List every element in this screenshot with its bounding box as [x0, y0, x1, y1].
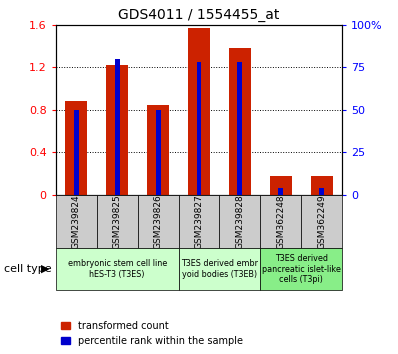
Bar: [197, 62, 201, 195]
Bar: [269, 176, 292, 195]
Bar: [319, 188, 324, 195]
FancyBboxPatch shape: [97, 195, 138, 248]
Text: cell type: cell type: [4, 264, 52, 274]
FancyBboxPatch shape: [260, 248, 342, 290]
Bar: [188, 28, 210, 195]
Text: GSM362249: GSM362249: [317, 194, 326, 249]
Legend: transformed count, percentile rank within the sample: transformed count, percentile rank withi…: [60, 321, 243, 346]
FancyBboxPatch shape: [301, 195, 342, 248]
Bar: [229, 48, 251, 195]
FancyBboxPatch shape: [260, 195, 301, 248]
Bar: [279, 188, 283, 195]
FancyBboxPatch shape: [219, 195, 260, 248]
Text: GSM239828: GSM239828: [236, 194, 244, 249]
Bar: [106, 65, 129, 195]
Text: GSM239826: GSM239826: [154, 194, 162, 249]
FancyBboxPatch shape: [56, 195, 97, 248]
Text: GSM362248: GSM362248: [276, 194, 285, 249]
Text: GSM239825: GSM239825: [113, 194, 122, 249]
Text: ▶: ▶: [41, 264, 50, 274]
Text: embryonic stem cell line
hES-T3 (T3ES): embryonic stem cell line hES-T3 (T3ES): [68, 259, 167, 279]
FancyBboxPatch shape: [138, 195, 179, 248]
FancyBboxPatch shape: [179, 195, 219, 248]
Text: GSM239827: GSM239827: [195, 194, 203, 249]
Text: GSM239824: GSM239824: [72, 194, 81, 249]
FancyBboxPatch shape: [179, 248, 260, 290]
Bar: [115, 59, 119, 195]
FancyBboxPatch shape: [56, 248, 179, 290]
Bar: [74, 110, 79, 195]
Bar: [147, 105, 169, 195]
Text: T3ES derived embr
yoid bodies (T3EB): T3ES derived embr yoid bodies (T3EB): [181, 259, 258, 279]
Title: GDS4011 / 1554455_at: GDS4011 / 1554455_at: [118, 8, 280, 22]
Bar: [310, 176, 333, 195]
Text: T3ES derived
pancreatic islet-like
cells (T3pi): T3ES derived pancreatic islet-like cells…: [262, 254, 341, 284]
Bar: [156, 110, 160, 195]
Bar: [65, 101, 88, 195]
Bar: [238, 62, 242, 195]
